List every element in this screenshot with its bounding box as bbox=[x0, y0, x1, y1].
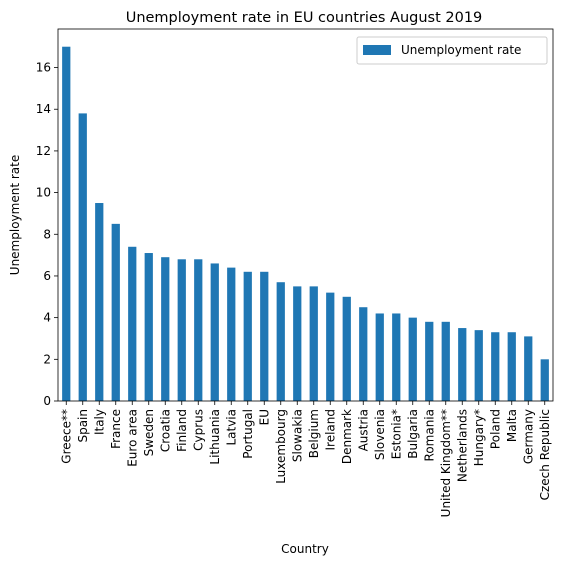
x-tick-label: Luxembourg bbox=[274, 409, 288, 484]
bar bbox=[111, 223, 120, 401]
x-tick-label: Italy bbox=[92, 409, 106, 435]
x-tick-label: Greece** bbox=[59, 409, 73, 464]
y-tick-label: 12 bbox=[36, 144, 51, 158]
bars-group bbox=[62, 46, 549, 402]
bar bbox=[425, 321, 434, 401]
y-tick-label: 8 bbox=[43, 227, 51, 241]
plot-frame bbox=[57, 28, 554, 402]
bar bbox=[408, 317, 417, 401]
y-tick-label: 4 bbox=[43, 311, 51, 325]
x-tick-label: Hungary* bbox=[472, 409, 486, 466]
chart-title: Unemployment rate in EU countries August… bbox=[126, 10, 483, 26]
y-tick-label: 14 bbox=[36, 102, 51, 116]
bar bbox=[491, 332, 500, 401]
y-tick-label: 10 bbox=[36, 186, 51, 200]
bar bbox=[227, 267, 236, 401]
x-tick-label: Malta bbox=[505, 409, 519, 442]
x-tick-label: Poland bbox=[488, 409, 502, 449]
bar bbox=[524, 336, 533, 401]
y-axis: 0 2 4 6 8 10 12 14 16 bbox=[36, 61, 58, 408]
y-axis-title: Unemployment rate bbox=[8, 155, 22, 275]
bar bbox=[392, 313, 401, 401]
x-axis: Greece** Spain Italy France Euro area Sweden C… bbox=[59, 401, 552, 517]
x-tick-label: EU bbox=[257, 409, 271, 425]
x-tick-label: Ireland bbox=[323, 409, 337, 451]
bar bbox=[326, 292, 335, 401]
bar bbox=[144, 253, 153, 401]
x-tick-label: Croatia bbox=[158, 409, 172, 452]
x-tick-label: Lithuania bbox=[208, 409, 222, 465]
bar bbox=[177, 259, 186, 401]
x-tick-label: France bbox=[109, 409, 123, 449]
bar bbox=[359, 307, 368, 401]
bar bbox=[243, 271, 252, 401]
bar bbox=[78, 113, 87, 402]
y-tick-label: 16 bbox=[36, 61, 51, 75]
bar bbox=[194, 259, 203, 401]
bar bbox=[375, 313, 384, 401]
x-tick-label: Belgium bbox=[307, 409, 321, 458]
x-tick-label: United Kingdom** bbox=[439, 409, 453, 517]
y-tick-label: 6 bbox=[43, 269, 51, 283]
x-tick-label: Slowakia bbox=[290, 409, 304, 462]
bar bbox=[276, 282, 285, 401]
bar bbox=[309, 286, 318, 401]
y-tick-label: 0 bbox=[43, 394, 51, 408]
x-tick-label: Bulgaria bbox=[406, 409, 420, 459]
bar bbox=[293, 286, 302, 401]
x-axis-title: Country bbox=[281, 542, 329, 556]
legend-label: Unemployment rate bbox=[401, 43, 521, 57]
bar bbox=[161, 257, 170, 401]
bar bbox=[342, 296, 351, 401]
x-tick-label: Euro area bbox=[125, 409, 139, 467]
x-tick-label: Latvia bbox=[224, 409, 238, 446]
legend: Unemployment rate bbox=[356, 36, 548, 65]
y-tick-label: 2 bbox=[43, 352, 51, 366]
legend-swatch bbox=[363, 45, 391, 55]
bar bbox=[62, 46, 71, 402]
x-tick-label: Estonia* bbox=[389, 409, 403, 459]
x-tick-label: Germany bbox=[521, 409, 535, 464]
x-tick-label: Czech Republic bbox=[538, 409, 552, 500]
x-tick-label: Spain bbox=[76, 409, 90, 443]
bar bbox=[474, 330, 483, 401]
x-tick-label: Netherlands bbox=[455, 409, 469, 482]
bar bbox=[210, 263, 219, 401]
bar bbox=[260, 271, 269, 401]
bar bbox=[441, 321, 450, 401]
bar bbox=[128, 246, 137, 401]
x-tick-label: Romania bbox=[422, 409, 436, 461]
x-tick-label: Finland bbox=[175, 409, 189, 452]
bar bbox=[540, 359, 549, 401]
bar bbox=[95, 203, 104, 401]
x-tick-label: Sweden bbox=[142, 409, 156, 456]
x-tick-label: Slovenia bbox=[373, 409, 387, 460]
x-tick-label: Austria bbox=[356, 409, 370, 451]
x-tick-label: Cyprus bbox=[191, 409, 205, 451]
bar bbox=[458, 328, 467, 401]
bar bbox=[507, 332, 516, 401]
x-tick-label: Denmark bbox=[340, 409, 354, 464]
legend-frame bbox=[356, 36, 548, 65]
x-tick-label: Portugal bbox=[241, 409, 255, 459]
